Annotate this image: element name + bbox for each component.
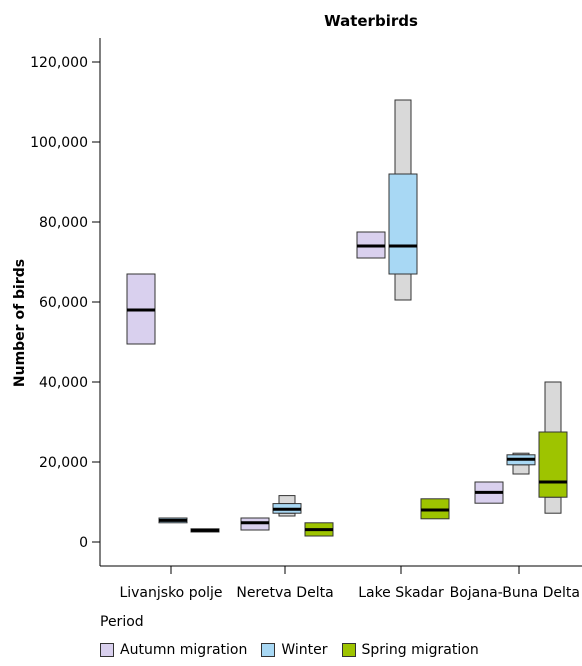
y-tick-label: 100,000 (30, 135, 88, 151)
legend-items: Autumn migration Winter Spring migration (100, 642, 580, 658)
box (388, 173, 418, 275)
whisker-upper (544, 381, 562, 433)
y-tick-label: 20,000 (39, 455, 88, 471)
legend-label: Winter (281, 642, 328, 658)
legend-item: Winter (261, 642, 328, 658)
x-ticks: Livanjsko polje Neretva Delta Lake Skadar B… (119, 566, 580, 601)
legend-swatch (261, 643, 276, 657)
legend-label: Autumn migration (120, 642, 248, 658)
y-tick-label: 120,000 (30, 55, 88, 71)
y-tick-label: 60,000 (39, 295, 88, 311)
chart-title: Waterbirds (324, 12, 418, 30)
y-ticks: 0 20,000 40,000 60,000 80,000 100,000 120,000 (30, 55, 100, 551)
legend-label: Spring migration (361, 642, 479, 658)
legend-swatch (341, 643, 356, 657)
legend-item: Autumn migration (100, 642, 247, 658)
legend-title: Period (100, 614, 144, 630)
boxplot-chart: Waterbirds Number of birds 0 20,000 40,000… (12, 12, 582, 601)
whisker-lower (512, 464, 530, 475)
x-tick-label: Livanjsko polje (119, 585, 222, 601)
y-tick-label: 0 (79, 535, 88, 551)
legend: Period Autumn migration Winter Spring migr… (100, 614, 580, 658)
whisker-lower (394, 273, 412, 301)
y-tick-label: 80,000 (39, 215, 88, 231)
whisker-upper (278, 495, 296, 505)
x-tick-label: Bojana-Buna Delta (450, 585, 580, 601)
legend-swatch (100, 643, 114, 657)
box (538, 431, 568, 498)
y-tick-label: 40,000 (39, 375, 88, 391)
whisker-lower (544, 496, 562, 514)
y-axis-label: Number of birds (12, 259, 28, 387)
legend-item: Spring migration (341, 642, 479, 658)
x-tick-label: Lake Skadar (358, 585, 444, 601)
boxes (126, 99, 568, 537)
x-tick-label: Neretva Delta (236, 585, 333, 601)
whisker-upper (394, 99, 412, 175)
